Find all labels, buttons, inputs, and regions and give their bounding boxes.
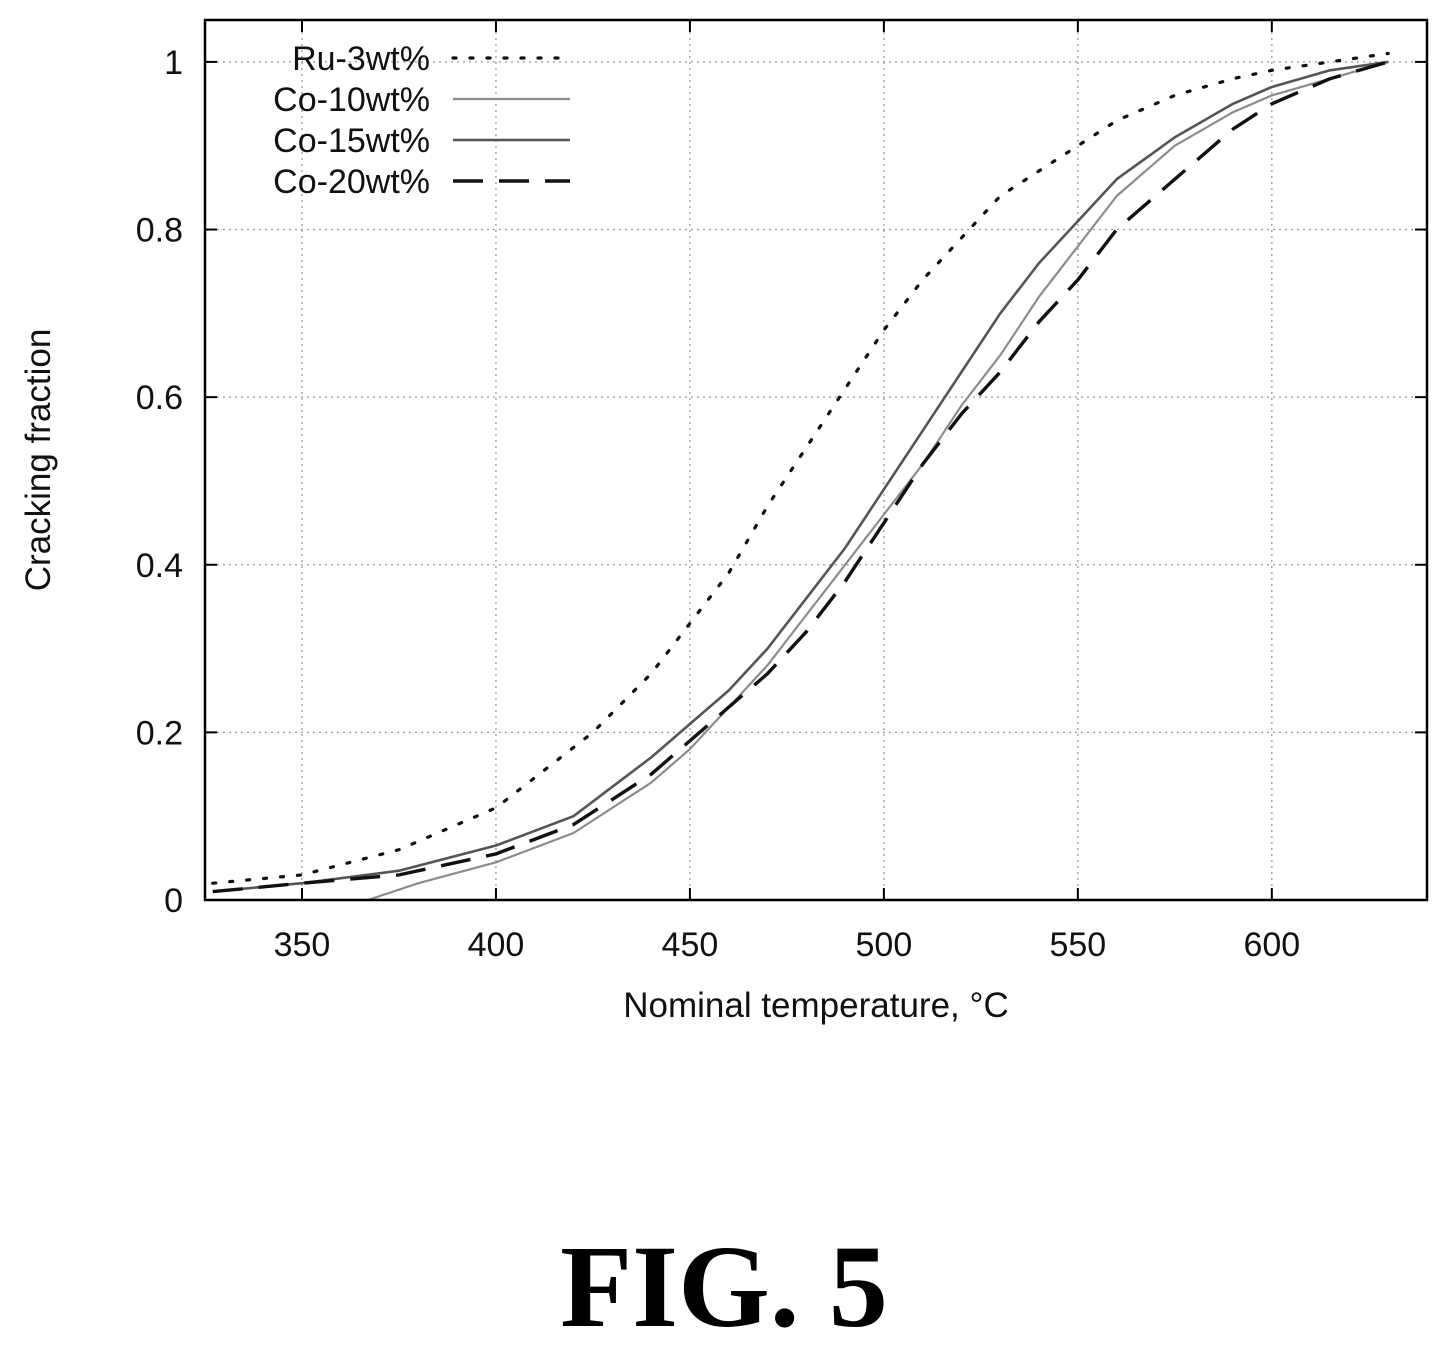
- legend-label-ru-3wt: Ru-3wt%: [292, 40, 430, 78]
- tick-labels: 350 400 450 500 550 600 0 0.2 0.4 0.6 0.8 1: [136, 44, 1300, 964]
- series-line-ru-3wt: [211, 51, 1390, 885]
- x-tick-label: 500: [856, 926, 913, 964]
- x-tick-label: 600: [1243, 926, 1300, 964]
- grid-lines: [205, 20, 1427, 900]
- figure-label: FIG. 5: [560, 1221, 888, 1352]
- series-lines: [211, 51, 1390, 902]
- y-tick-label: 0.6: [136, 379, 183, 417]
- y-axis-label: Cracking fraction: [19, 329, 58, 592]
- series-line-co-15wt: [212, 60, 1389, 893]
- axis-ticks: [205, 20, 1427, 901]
- x-axis-label: Nominal temperature, °C: [623, 986, 1009, 1025]
- series-line-co-20wt: [212, 60, 1389, 894]
- x-tick-label: 350: [274, 926, 331, 964]
- series-line-co-10wt: [367, 60, 1389, 902]
- legend: Ru-3wt%Co-10wt%Co-15wt%Co-20wt%: [273, 40, 572, 201]
- x-tick-label: 450: [662, 926, 719, 964]
- y-tick-label: 0.2: [136, 714, 183, 752]
- legend-label-co-15wt: Co-15wt%: [273, 122, 430, 160]
- plot-area-frame: [203, 18, 1429, 902]
- y-tick-label: 0: [164, 882, 183, 920]
- y-tick-label: 0.8: [136, 212, 183, 250]
- y-tick-label: 1: [164, 44, 183, 82]
- x-tick-label: 400: [468, 926, 525, 964]
- x-tick-label: 550: [1049, 926, 1106, 964]
- legend-label-co-10wt: Co-10wt%: [273, 81, 430, 119]
- y-tick-label: 0.4: [136, 547, 183, 585]
- legend-label-co-20wt: Co-20wt%: [273, 163, 430, 201]
